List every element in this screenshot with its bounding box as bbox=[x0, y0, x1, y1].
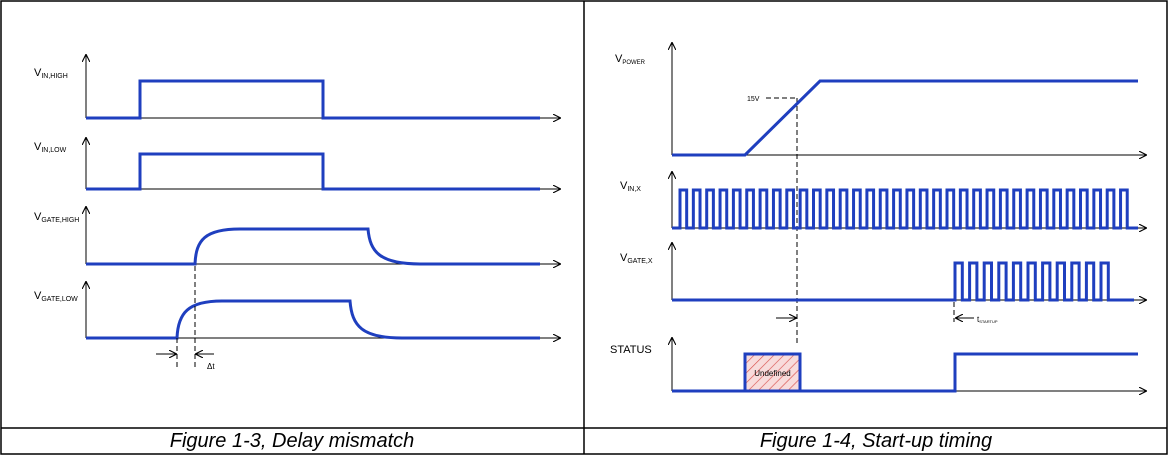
right-waveforms bbox=[672, 79, 1138, 393]
waveform-vgate-low bbox=[86, 299, 540, 340]
threshold-markers bbox=[766, 97, 974, 343]
label-vgate-high: VGATE,HIGH bbox=[34, 211, 79, 224]
caption-figure-1-4: Figure 1-4, Start-up timing bbox=[759, 430, 993, 452]
delta-markers bbox=[156, 266, 214, 370]
waveform-vgate-x bbox=[672, 261, 1134, 302]
figure-delay-mismatch: VIN,HIGH VIN,LOW VGATE,HIGH VGATE,LOW Δt bbox=[34, 55, 560, 371]
label-vin-x: VIN,X bbox=[620, 180, 641, 193]
waveform-vgate-high bbox=[86, 227, 540, 266]
undefined-region bbox=[743, 352, 802, 393]
label-delta-t: Δt bbox=[207, 362, 215, 371]
left-waveforms bbox=[86, 79, 540, 340]
label-15v: 15V bbox=[747, 96, 760, 103]
label-vin-low: VIN,LOW bbox=[34, 141, 67, 154]
label-t-startup: tSTARTUP bbox=[977, 315, 998, 324]
waveform-vin-high bbox=[86, 79, 540, 120]
waveform-vin-x bbox=[672, 188, 1138, 230]
waveform-vpower bbox=[672, 79, 1138, 157]
label-vpower: VPOWER bbox=[615, 53, 646, 66]
label-vin-high: VIN,HIGH bbox=[34, 67, 68, 80]
waveform-status-low bbox=[672, 352, 1138, 393]
label-vgate-x: VGATE,X bbox=[620, 252, 653, 265]
label-status: STATUS bbox=[610, 344, 652, 356]
label-undefined: Undefined bbox=[754, 369, 790, 378]
figure-startup-timing: VPOWER VIN,X VGATE,X STATUS 15V tSTARTUP… bbox=[610, 43, 1146, 391]
caption-figure-1-3: Figure 1-3, Delay mismatch bbox=[169, 430, 415, 452]
waveform-vin-low bbox=[86, 152, 540, 191]
label-vgate-low: VGATE,LOW bbox=[34, 290, 78, 303]
